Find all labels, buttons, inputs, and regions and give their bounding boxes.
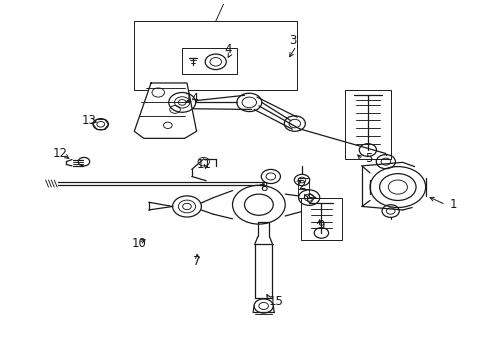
Polygon shape: [134, 83, 196, 138]
Text: 15: 15: [267, 295, 283, 308]
Text: 12: 12: [52, 147, 67, 160]
Text: 1: 1: [448, 198, 456, 211]
Text: 6: 6: [305, 193, 312, 206]
Text: 3: 3: [288, 34, 296, 47]
Bar: [301, 198, 341, 240]
Bar: [345, 90, 390, 159]
Text: 8: 8: [260, 181, 267, 194]
Text: 10: 10: [131, 237, 146, 250]
Text: 11: 11: [196, 158, 211, 171]
Text: 13: 13: [81, 113, 96, 126]
Bar: [298, 178, 308, 198]
Text: 14: 14: [184, 93, 199, 105]
Text: 5: 5: [365, 152, 372, 165]
Bar: [134, 21, 297, 90]
Bar: [182, 48, 237, 74]
Text: 9: 9: [317, 219, 324, 232]
Text: 2: 2: [298, 179, 305, 192]
Text: 7: 7: [192, 255, 200, 267]
Text: 4: 4: [224, 43, 231, 56]
